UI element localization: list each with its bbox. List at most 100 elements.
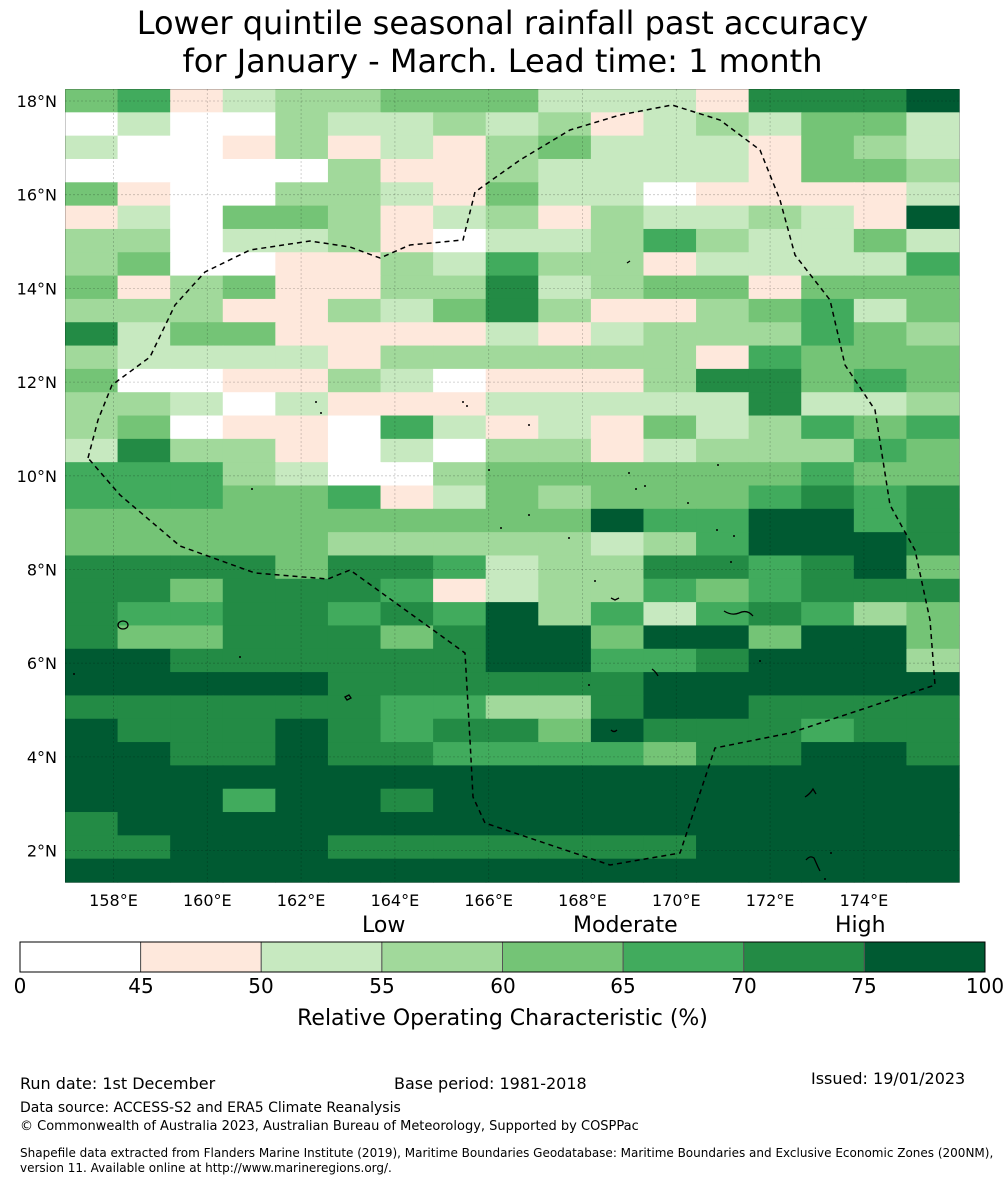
- grid-cell: [643, 462, 697, 487]
- grid-cell: [380, 228, 434, 253]
- grid-cell: [696, 578, 750, 603]
- grid-cell: [380, 648, 434, 673]
- grid-cell: [590, 392, 645, 417]
- grid-cell: [117, 672, 171, 697]
- grid-cell: [748, 182, 802, 207]
- grid-cell: [538, 485, 592, 510]
- grid-cell: [485, 578, 539, 603]
- grid-cell: [222, 415, 276, 440]
- grid-cell: [222, 298, 276, 323]
- grid-cell: [327, 345, 382, 370]
- grid-cell: [538, 835, 592, 860]
- grid-cell: [590, 182, 645, 207]
- grid-cell: [380, 275, 434, 300]
- grid-cell: [275, 532, 329, 557]
- grid-cell: [222, 392, 276, 417]
- grid-cell: [590, 765, 645, 790]
- grid-cell: [275, 648, 329, 673]
- grid-cell: [433, 625, 487, 650]
- grid-cell: [748, 742, 802, 766]
- grid-cell: [906, 252, 960, 277]
- grid-cell: [485, 648, 539, 673]
- grid-cell: [643, 368, 697, 393]
- grid-cell: [380, 672, 434, 697]
- grid-cell: [170, 368, 224, 393]
- grid-cell: [906, 532, 960, 557]
- grid-cell: [748, 112, 802, 137]
- grid-cell: [65, 392, 119, 417]
- grid-cell: [696, 345, 750, 370]
- grid-cell: [327, 858, 382, 883]
- grid-cell: [170, 485, 224, 510]
- grid-cell: [380, 532, 434, 557]
- grid-cell: [696, 182, 750, 207]
- grid-cell: [117, 742, 171, 766]
- grid-cell: [696, 508, 750, 533]
- grid-cell: [433, 228, 487, 253]
- grid-cell: [170, 602, 224, 627]
- grid-cell: [906, 392, 960, 417]
- grid-cell: [538, 742, 592, 766]
- grid-cell: [853, 625, 908, 650]
- grid-cell: [433, 345, 487, 370]
- grid-cell: [538, 625, 592, 650]
- grid-cell: [906, 275, 960, 300]
- grid-cell: [327, 788, 382, 813]
- grid-cell: [801, 438, 855, 463]
- grid-cell: [327, 298, 382, 323]
- grid-cell: [380, 135, 434, 160]
- grid-cell: [275, 158, 329, 183]
- grid-cell: [327, 182, 382, 207]
- grid-cell: [222, 695, 276, 720]
- grid-cell: [222, 228, 276, 253]
- grid-cell: [485, 112, 539, 137]
- grid-cell: [643, 812, 697, 836]
- grid-cell: [538, 228, 592, 253]
- grid-cell: [853, 485, 908, 510]
- island-dots: [73, 401, 832, 880]
- colorbar-label: Relative Operating Characteristic (%): [297, 1006, 708, 1031]
- grid-cell: [801, 368, 855, 393]
- grid-cell: [327, 532, 382, 557]
- grid-cell: [433, 135, 487, 160]
- grid-cell: [853, 158, 908, 183]
- grid-cell: [696, 532, 750, 557]
- grid-cell: [485, 602, 539, 627]
- grid-cell: [433, 648, 487, 673]
- grid-cell: [222, 112, 276, 137]
- grid-cell: [222, 672, 276, 697]
- grid-cell: [643, 742, 697, 766]
- grid-cell: [643, 788, 697, 813]
- grid-cell: [327, 112, 382, 137]
- grid-cell: [485, 135, 539, 160]
- grid-cell: [696, 718, 750, 743]
- grid-cell: [222, 788, 276, 813]
- grid-cell: [222, 625, 276, 650]
- grid-cell: [170, 345, 224, 370]
- grid-cell: [853, 415, 908, 440]
- grid-cell: [327, 252, 382, 277]
- grid-cell: [643, 602, 697, 627]
- grid-cell: [748, 345, 802, 370]
- grid-cell: [696, 275, 750, 300]
- grid-cell: [906, 205, 960, 230]
- grid-cell: [327, 135, 382, 160]
- grid-cell: [380, 462, 434, 487]
- grid-cell: [117, 858, 171, 883]
- grid-cell: [433, 89, 487, 113]
- grid-cell: [170, 392, 224, 417]
- grid-cell: [696, 648, 750, 673]
- grid-cell: [327, 485, 382, 510]
- grid-cell: [538, 205, 592, 230]
- grid-cell: [748, 205, 802, 230]
- grid-cell: [696, 205, 750, 230]
- grid-cell: [643, 718, 697, 743]
- grid-cell: [485, 275, 539, 300]
- grid-cell: [590, 275, 645, 300]
- colorbar: [19, 941, 986, 973]
- grid-cell: [380, 695, 434, 720]
- grid-cell: [643, 508, 697, 533]
- grid-cell: [590, 89, 645, 113]
- grid-cell: [170, 462, 224, 487]
- grid-cell: [327, 648, 382, 673]
